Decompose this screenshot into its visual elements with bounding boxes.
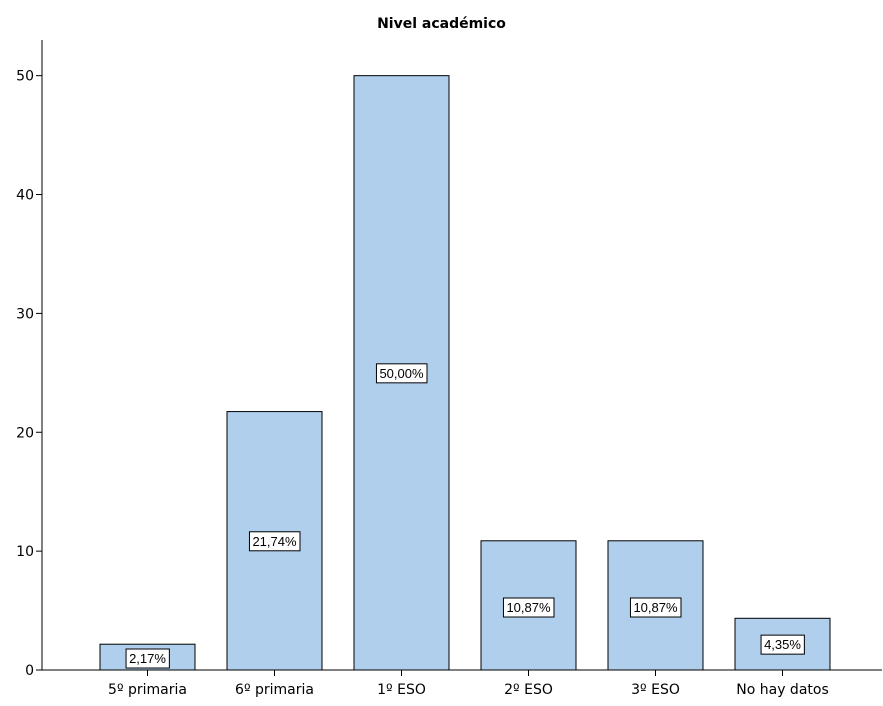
- x-tick-label: No hay datos: [736, 682, 829, 698]
- data-label-text: 10,87%: [633, 600, 678, 615]
- data-label: 4,35%: [760, 634, 805, 655]
- x-tick-label: 2º ESO: [504, 682, 553, 698]
- data-label: 50,00%: [375, 363, 428, 384]
- data-label-box: [760, 634, 805, 655]
- x-tick-label: 3º ESO: [631, 682, 680, 698]
- y-tick-label: 30: [16, 306, 34, 322]
- x-tick-label: 6º primaria: [235, 682, 314, 698]
- data-labels: 2,17% 21,74% 50,00% 10,87% 10,87% 4,35%: [125, 363, 805, 669]
- x-tick-label: 1º ESO: [377, 682, 426, 698]
- data-label-text: 10,87%: [506, 600, 551, 615]
- data-label: 2,17%: [125, 648, 170, 669]
- data-label-text: 4,35%: [764, 637, 801, 652]
- data-label-text: 50,00%: [379, 366, 424, 381]
- data-label-box: [248, 531, 301, 552]
- y-axis: 0 10 20 30 40 50: [16, 40, 43, 679]
- y-tick-label: 20: [16, 425, 34, 441]
- data-label: 10,87%: [502, 597, 555, 618]
- data-label-text: 2,17%: [129, 651, 166, 666]
- y-tick-label: 10: [16, 544, 34, 560]
- data-label-box: [502, 597, 555, 618]
- data-label-box: [125, 648, 170, 669]
- data-label: 10,87%: [629, 597, 682, 618]
- data-label-box: [375, 363, 428, 384]
- x-tick-label: 5º primaria: [108, 682, 187, 698]
- data-label-box: [629, 597, 682, 618]
- data-label: 21,74%: [248, 531, 301, 552]
- y-tick-label: 50: [16, 69, 34, 85]
- y-tick-label: 0: [25, 663, 34, 679]
- bars: [99, 75, 831, 671]
- x-axis: 5º primaria 6º primaria 1º ESO 2º ESO 3º ESO…: [42, 669, 882, 698]
- data-label-text: 21,74%: [252, 534, 297, 549]
- y-tick-label: 40: [16, 188, 34, 204]
- chart-title: Nivel académico: [377, 16, 506, 32]
